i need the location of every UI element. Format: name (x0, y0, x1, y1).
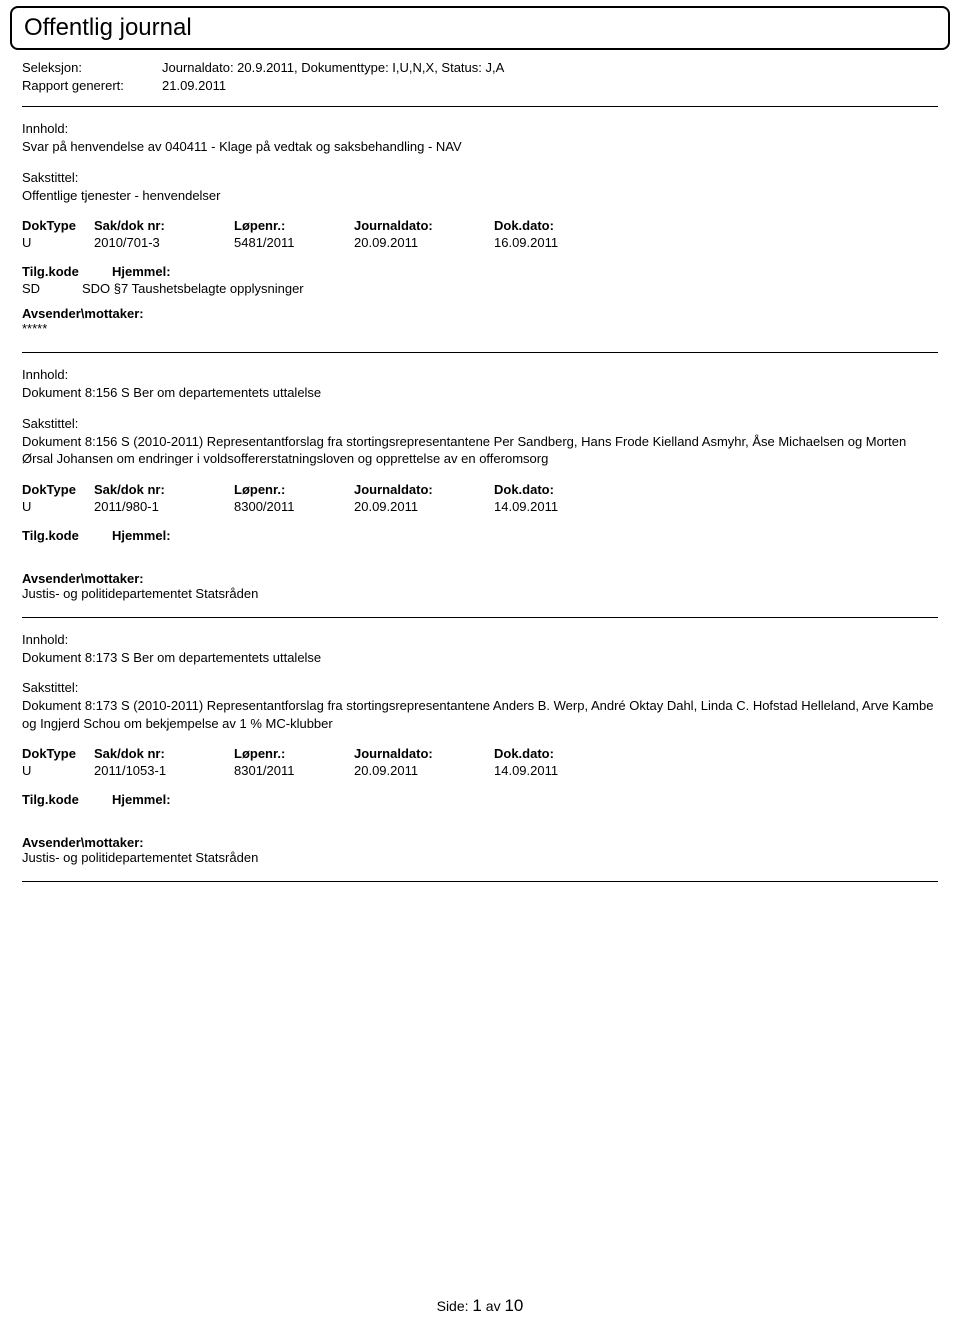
avsender-label: Avsender\mottaker: (22, 571, 938, 586)
col-sakdok-header: Sak/dok nr: (94, 746, 234, 761)
col-doktype-header: DokType (22, 746, 94, 761)
avsender-block: Avsender\mottaker: Justis- og politidepa… (22, 835, 938, 865)
col-doktype-value: U (22, 763, 94, 778)
journal-entry: Innhold: Dokument 8:173 S Ber om departe… (0, 618, 960, 876)
avsender-value: Justis- og politidepartementet Statsråde… (22, 850, 938, 865)
col-dokdato-header: Dok.dato: (494, 746, 634, 761)
col-dokdato-header: Dok.dato: (494, 218, 634, 233)
col-sakdok-header: Sak/dok nr: (94, 218, 234, 233)
col-sakdok-value: 2011/980-1 (94, 499, 234, 514)
side-label: Side: (437, 1298, 469, 1314)
col-doktype-value: U (22, 499, 94, 514)
col-lopenr-value: 5481/2011 (234, 235, 354, 250)
sakstittel-value: Dokument 8:173 S (2010-2011) Representan… (22, 697, 938, 732)
seleksjon-value: Journaldato: 20.9.2011, Dokumenttype: I,… (162, 60, 504, 75)
total-pages: 10 (504, 1296, 523, 1315)
col-dokdato-header: Dok.dato: (494, 482, 634, 497)
innhold-label: Innhold: (22, 632, 938, 647)
hjemmel-label: Hjemmel: (112, 528, 171, 543)
col-doktype-header: DokType (22, 482, 94, 497)
page-footer: Side: 1 av 10 (0, 1296, 960, 1316)
tilg-row: Tilg.kode Hjemmel: (22, 792, 938, 807)
col-sakdok-value: 2010/701-3 (94, 235, 234, 250)
innhold-value: Dokument 8:173 S Ber om departementets u… (22, 649, 938, 667)
tilg-row: Tilg.kode Hjemmel: (22, 264, 938, 279)
header-meta: Seleksjon: Journaldato: 20.9.2011, Dokum… (0, 54, 960, 100)
hjemmel-label: Hjemmel: (112, 792, 171, 807)
col-lopenr-header: Løpenr.: (234, 746, 354, 761)
meta-rapport-row: Rapport generert: 21.09.2011 (22, 78, 938, 93)
sakstittel-value: Offentlige tjenester - henvendelser (22, 187, 938, 205)
avsender-label: Avsender\mottaker: (22, 306, 938, 321)
sakstittel-value: Dokument 8:156 S (2010-2011) Representan… (22, 433, 938, 468)
avsender-block: Avsender\mottaker: Justis- og politidepa… (22, 571, 938, 601)
tilgkode-label: Tilg.kode (22, 792, 112, 807)
tilg-row: Tilg.kode Hjemmel: (22, 528, 938, 543)
innhold-value: Svar på henvendelse av 040411 - Klage på… (22, 138, 938, 156)
rapport-label: Rapport generert: (22, 78, 162, 93)
col-dokdato-value: 14.09.2011 (494, 499, 634, 514)
col-journaldato-header: Journaldato: (354, 482, 494, 497)
col-journaldato-value: 20.09.2011 (354, 499, 494, 514)
col-lopenr-header: Løpenr.: (234, 482, 354, 497)
col-lopenr-value: 8300/2011 (234, 499, 354, 514)
divider (22, 881, 938, 882)
col-journaldato-value: 20.09.2011 (354, 763, 494, 778)
col-dokdato-value: 14.09.2011 (494, 763, 634, 778)
sakstittel-label: Sakstittel: (22, 680, 938, 695)
col-doktype-value: U (22, 235, 94, 250)
meta-seleksjon-row: Seleksjon: Journaldato: 20.9.2011, Dokum… (22, 60, 938, 75)
tilg-values: SD SDO §7 Taushetsbelagte opplysninger (22, 281, 938, 296)
col-sakdok-value: 2011/1053-1 (94, 763, 234, 778)
col-journaldato-value: 20.09.2011 (354, 235, 494, 250)
tilgkode-label: Tilg.kode (22, 264, 112, 279)
col-lopenr-header: Løpenr.: (234, 218, 354, 233)
entry-columns-header: DokType Sak/dok nr: Løpenr.: Journaldato… (22, 218, 938, 233)
col-dokdato-value: 16.09.2011 (494, 235, 634, 250)
entry-columns-header: DokType Sak/dok nr: Løpenr.: Journaldato… (22, 746, 938, 761)
page-title: Offentlig journal (24, 14, 936, 42)
tilg-code-value: SD (22, 281, 82, 296)
col-sakdok-header: Sak/dok nr: (94, 482, 234, 497)
sakstittel-label: Sakstittel: (22, 416, 938, 431)
entry-columns-values: U 2011/1053-1 8301/2011 20.09.2011 14.09… (22, 763, 938, 778)
col-doktype-header: DokType (22, 218, 94, 233)
hjemmel-label: Hjemmel: (112, 264, 171, 279)
journal-entry: Innhold: Dokument 8:156 S Ber om departe… (0, 353, 960, 611)
av-label: av (486, 1298, 501, 1314)
col-journaldato-header: Journaldato: (354, 218, 494, 233)
entry-columns-values: U 2011/980-1 8300/2011 20.09.2011 14.09.… (22, 499, 938, 514)
tilg-desc-value: SDO §7 Taushetsbelagte opplysninger (82, 281, 938, 296)
seleksjon-label: Seleksjon: (22, 60, 162, 75)
sakstittel-label: Sakstittel: (22, 170, 938, 185)
innhold-label: Innhold: (22, 121, 938, 136)
page-number: 1 (472, 1296, 481, 1315)
avsender-label: Avsender\mottaker: (22, 835, 938, 850)
col-lopenr-value: 8301/2011 (234, 763, 354, 778)
avsender-block: Avsender\mottaker: ***** (22, 306, 938, 336)
header-box: Offentlig journal (10, 6, 950, 50)
rapport-value: 21.09.2011 (162, 78, 226, 93)
col-journaldato-header: Journaldato: (354, 746, 494, 761)
journal-entry: Innhold: Svar på henvendelse av 040411 -… (0, 107, 960, 346)
innhold-label: Innhold: (22, 367, 938, 382)
innhold-value: Dokument 8:156 S Ber om departementets u… (22, 384, 938, 402)
avsender-value: ***** (22, 321, 938, 336)
avsender-value: Justis- og politidepartementet Statsråde… (22, 586, 938, 601)
entry-columns-values: U 2010/701-3 5481/2011 20.09.2011 16.09.… (22, 235, 938, 250)
entry-columns-header: DokType Sak/dok nr: Løpenr.: Journaldato… (22, 482, 938, 497)
tilgkode-label: Tilg.kode (22, 528, 112, 543)
